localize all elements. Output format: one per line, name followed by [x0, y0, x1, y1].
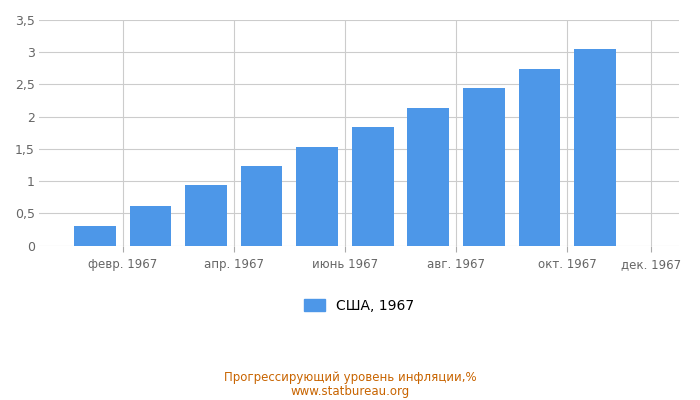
- Bar: [352, 127, 393, 246]
- Bar: [241, 166, 282, 246]
- Bar: [463, 88, 505, 246]
- Legend: США, 1967: США, 1967: [298, 293, 419, 318]
- Bar: [296, 147, 338, 246]
- Bar: [407, 108, 449, 246]
- Bar: [574, 49, 616, 246]
- Bar: [74, 226, 116, 246]
- Bar: [130, 206, 172, 246]
- Bar: [185, 185, 227, 246]
- Text: Прогрессирующий уровень инфляции,%: Прогрессирующий уровень инфляции,%: [224, 372, 476, 384]
- Text: www.statbureau.org: www.statbureau.org: [290, 386, 410, 398]
- Bar: [519, 69, 561, 246]
